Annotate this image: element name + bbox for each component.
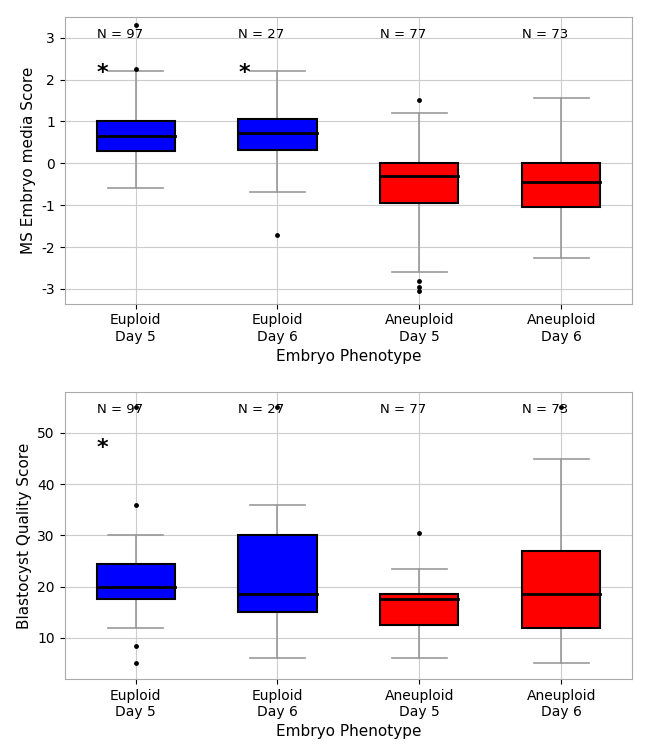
Bar	[238, 119, 317, 150]
Bar	[522, 163, 600, 207]
Y-axis label: MS Embryo media Score: MS Embryo media Score	[21, 67, 36, 254]
Bar	[380, 594, 458, 625]
Text: N = 77: N = 77	[380, 28, 426, 41]
Text: N = 27: N = 27	[238, 404, 285, 417]
Text: N = 27: N = 27	[238, 28, 285, 41]
Text: *: *	[238, 63, 250, 82]
Bar	[522, 550, 600, 627]
Text: *: *	[97, 438, 108, 458]
Y-axis label: Blastocyst Quality Score: Blastocyst Quality Score	[17, 442, 32, 628]
Bar	[380, 163, 458, 203]
Bar	[97, 563, 175, 600]
Text: N = 97: N = 97	[97, 404, 143, 417]
Bar	[97, 120, 175, 150]
Bar	[238, 535, 317, 612]
X-axis label: Embryo Phenotype: Embryo Phenotype	[276, 349, 421, 364]
Text: N = 73: N = 73	[522, 28, 569, 41]
Text: N = 77: N = 77	[380, 404, 426, 417]
Text: N = 97: N = 97	[97, 28, 143, 41]
Text: N = 73: N = 73	[522, 404, 569, 417]
Text: *: *	[97, 63, 108, 82]
X-axis label: Embryo Phenotype: Embryo Phenotype	[276, 724, 421, 739]
